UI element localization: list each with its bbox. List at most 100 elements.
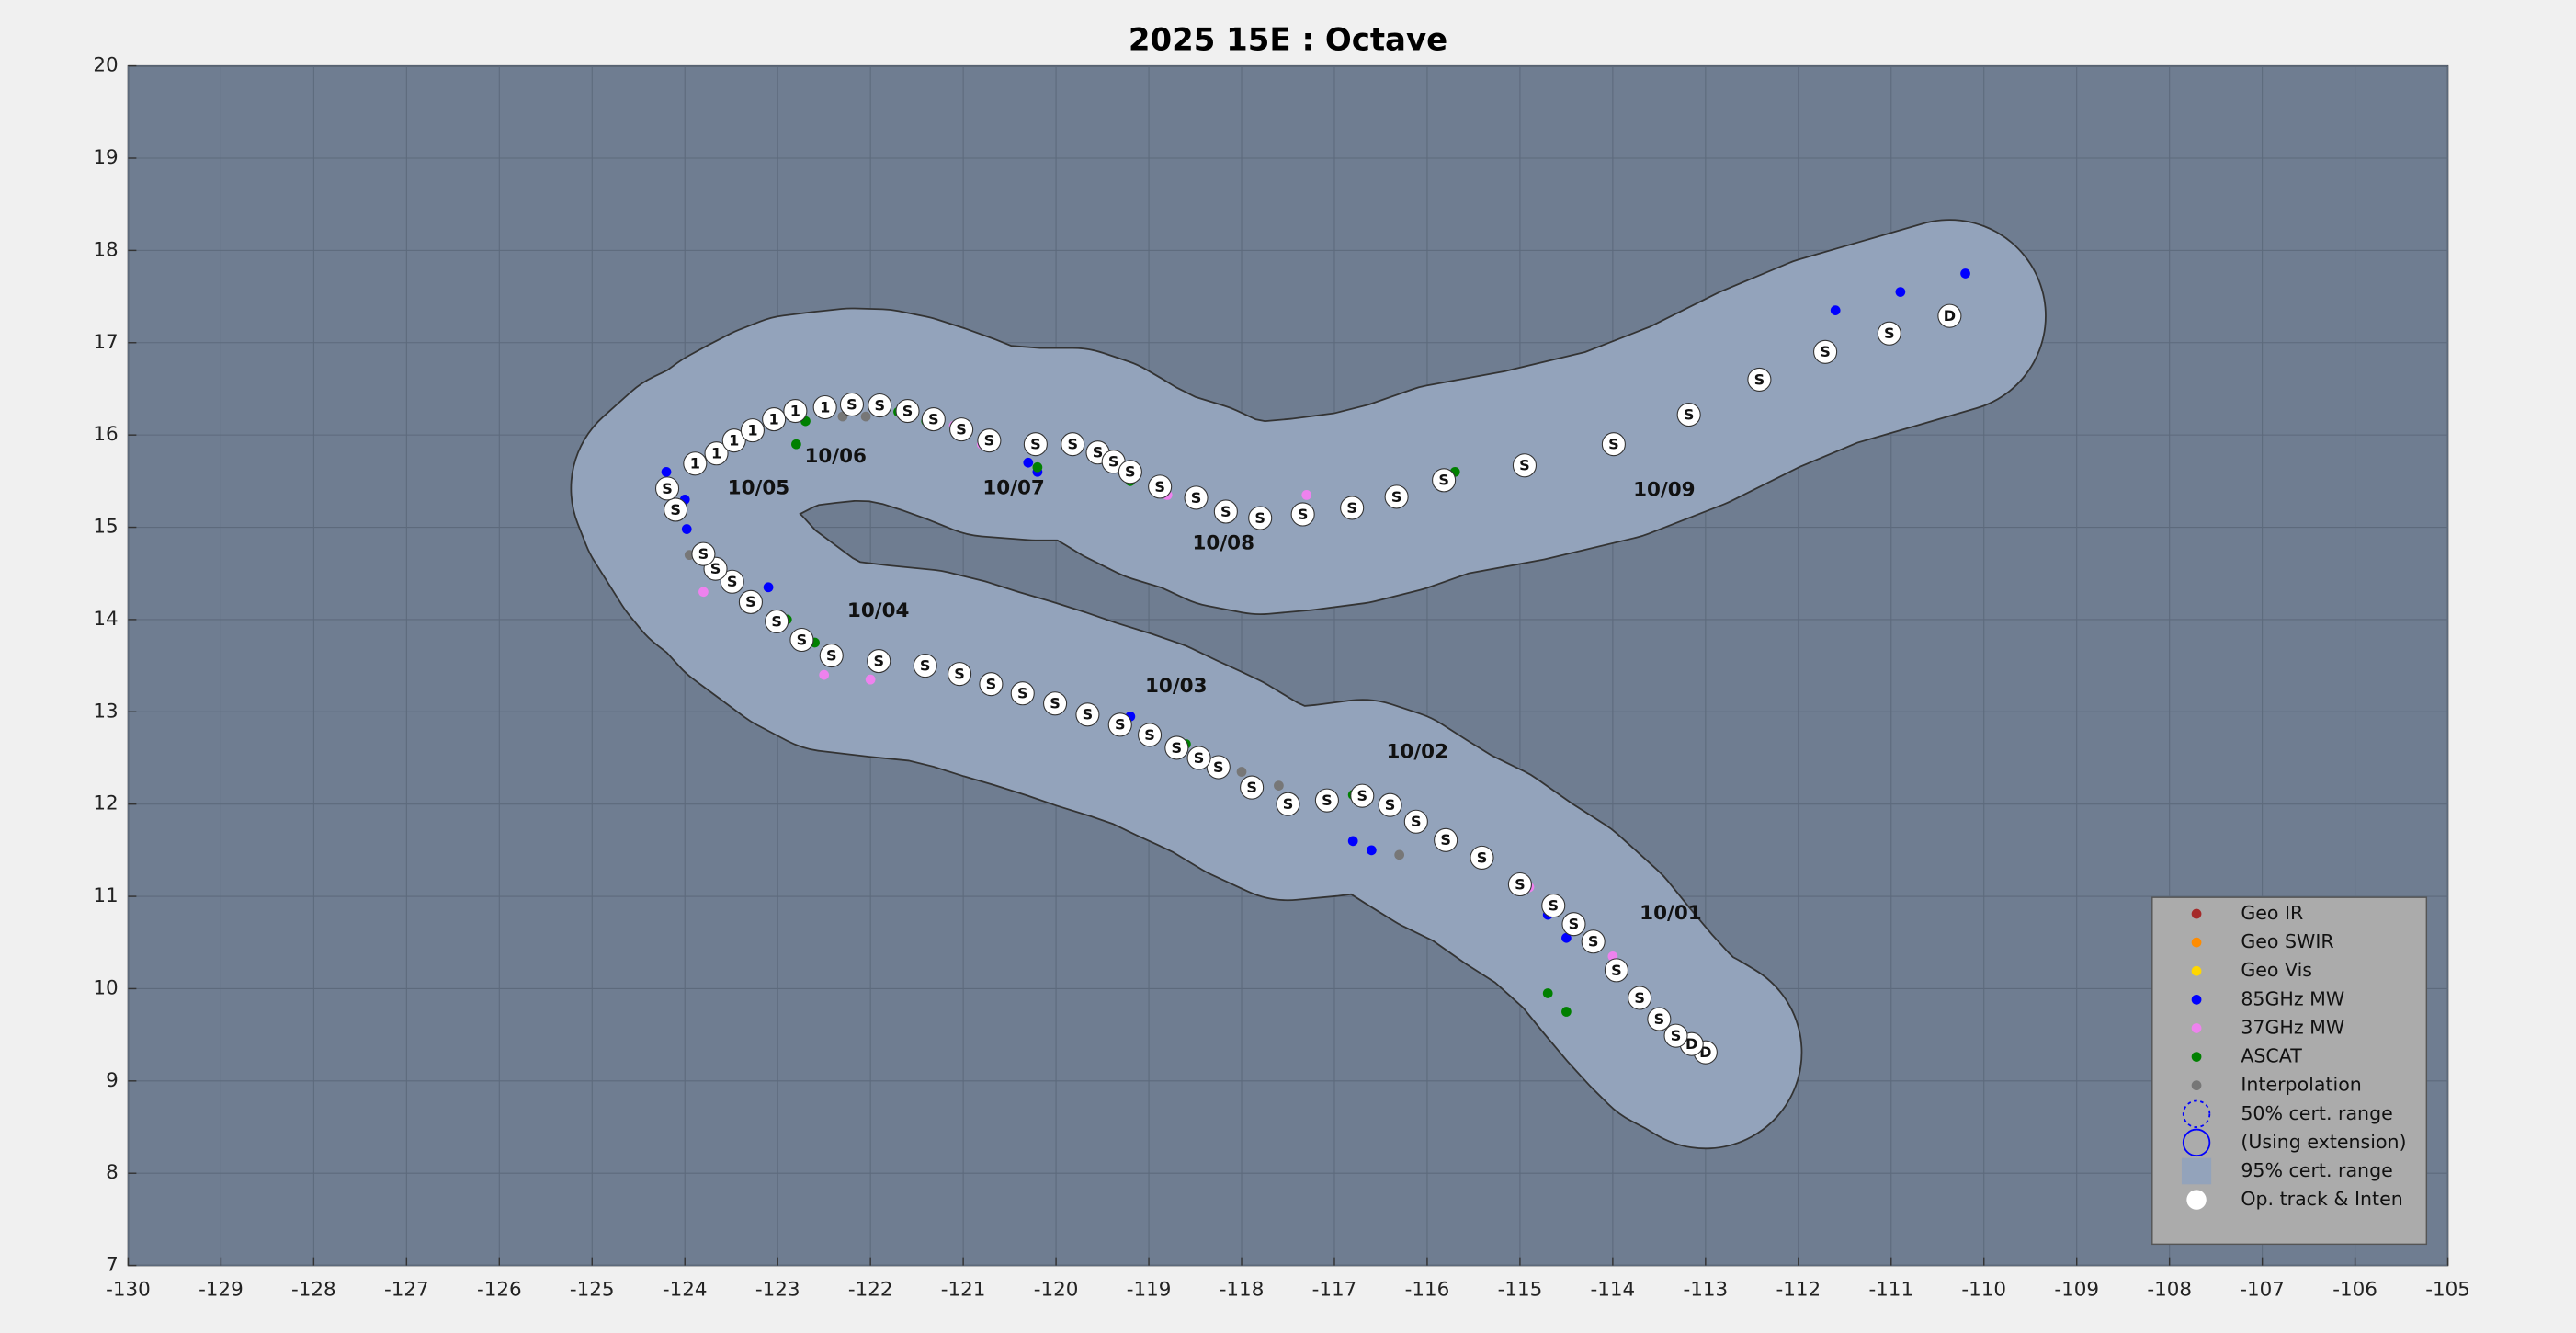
track-label: 1 <box>820 398 830 416</box>
track-point <box>921 407 946 432</box>
track-label: S <box>1634 989 1645 1007</box>
legend-symbol <box>2191 908 2202 919</box>
y-tick-label: 9 <box>106 1069 119 1092</box>
plot-area <box>127 64 2449 1267</box>
track-label: S <box>1115 716 1126 734</box>
x-tick-label: -111 <box>1868 1278 1913 1301</box>
y-tick-label: 12 <box>93 792 118 815</box>
track-label: D <box>1685 1035 1697 1053</box>
track-point <box>664 497 688 522</box>
x-tick-label: -115 <box>1498 1278 1543 1301</box>
track-point <box>1628 986 1652 1010</box>
track-label: S <box>984 432 995 450</box>
x-tick-label: -118 <box>1220 1278 1265 1301</box>
y-tick-label: 15 <box>93 516 118 539</box>
date-label: 10/02 <box>1387 740 1449 763</box>
legend-label: Geo IR <box>2241 902 2303 924</box>
y-tick-label: 13 <box>93 700 118 723</box>
track-label: S <box>1093 444 1104 461</box>
track-point <box>1023 432 1048 457</box>
x-tick-label: -106 <box>2332 1278 2377 1301</box>
track-point <box>812 394 837 420</box>
track-point <box>1276 792 1300 816</box>
track-point <box>948 662 972 687</box>
x-tick-label: -122 <box>848 1278 893 1301</box>
fix-point <box>1561 932 1572 943</box>
y-tick-label: 11 <box>93 884 118 907</box>
legend-symbol <box>2191 965 2202 976</box>
x-tick-label: -120 <box>1034 1278 1079 1301</box>
track-point <box>1118 460 1142 484</box>
legend-label: Geo SWIR <box>2241 930 2333 952</box>
track-label: S <box>1391 488 1402 506</box>
x-tick-label: -121 <box>941 1278 986 1301</box>
fix-point <box>1032 461 1043 473</box>
fix-point <box>791 439 801 450</box>
y-tick-label: 17 <box>93 331 118 354</box>
track-label: S <box>1477 849 1488 866</box>
track-label: S <box>1820 343 1831 360</box>
track-point <box>895 399 920 424</box>
track-point <box>1075 702 1100 727</box>
track-point <box>1010 681 1035 706</box>
date-label: 10/04 <box>847 599 909 622</box>
track-label: S <box>846 395 857 413</box>
track-label: S <box>1298 506 1309 523</box>
legend-label: Op. track & Inten <box>2241 1188 2402 1210</box>
track-point <box>1604 958 1628 983</box>
track-label: S <box>1411 813 1422 830</box>
track-point <box>1138 723 1163 747</box>
x-tick-label: -125 <box>570 1278 615 1301</box>
track-label: S <box>1322 792 1333 809</box>
track-label: S <box>826 646 837 664</box>
track-label: S <box>1588 933 1599 951</box>
legend-label: (Using extension) <box>2241 1131 2406 1153</box>
track-label: S <box>771 612 782 630</box>
track-label: S <box>873 652 884 669</box>
x-tick-label: -130 <box>106 1278 151 1301</box>
fix-point <box>1236 767 1247 777</box>
legend-label: ASCAT <box>2241 1045 2302 1067</box>
track-point <box>867 649 891 674</box>
track-point <box>977 428 1002 453</box>
date-label: 10/08 <box>1193 532 1255 555</box>
track-label: S <box>1438 472 1449 489</box>
x-tick-label: -124 <box>663 1278 708 1301</box>
track-point <box>1340 496 1365 520</box>
track-label: S <box>1220 503 1231 520</box>
track-point <box>913 654 937 678</box>
track-point <box>762 407 787 432</box>
track-point <box>1877 321 1901 346</box>
track-label: S <box>954 666 965 683</box>
x-tick-label: -117 <box>1312 1278 1357 1301</box>
track-label: S <box>662 480 673 497</box>
track-point <box>1813 339 1838 364</box>
track-point <box>1937 303 1962 328</box>
track-label: D <box>1944 307 1956 325</box>
y-tick-label: 8 <box>106 1161 119 1184</box>
track-label: S <box>1548 896 1559 914</box>
track-label: S <box>928 410 939 427</box>
track-point <box>1043 691 1068 716</box>
x-tick-label: -113 <box>1684 1278 1729 1301</box>
track-label: S <box>1254 509 1265 527</box>
fix-point <box>661 466 672 477</box>
legend-label: 50% cert. range <box>2241 1102 2392 1124</box>
track-label: S <box>1194 749 1205 767</box>
x-tick-label: -123 <box>755 1278 800 1301</box>
track-label: S <box>1017 685 1028 702</box>
track-point <box>1206 755 1231 780</box>
fix-point <box>860 411 871 422</box>
track-label: S <box>1067 436 1078 453</box>
fix-point <box>1274 780 1284 791</box>
track-point <box>1314 788 1339 813</box>
fix-point <box>681 524 692 534</box>
track-point <box>1676 403 1701 427</box>
track-label: S <box>710 560 721 577</box>
track-point <box>949 417 974 442</box>
y-tick-label: 16 <box>93 423 118 446</box>
track-point <box>1384 484 1409 509</box>
track-label: S <box>727 573 738 590</box>
track-label: S <box>1611 962 1622 979</box>
track-label: S <box>1684 405 1695 423</box>
